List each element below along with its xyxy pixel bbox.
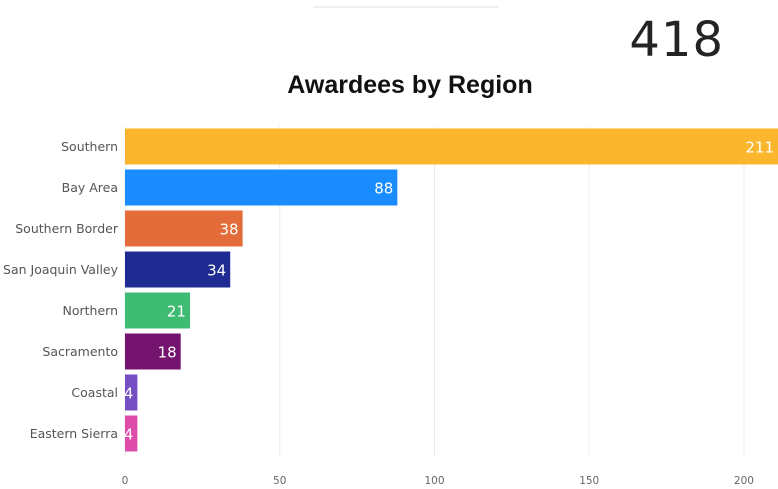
data-label: 34 bbox=[207, 262, 226, 280]
data-label: 211 bbox=[745, 139, 774, 157]
bar-southern[interactable] bbox=[125, 128, 778, 165]
bar-southern-border[interactable] bbox=[125, 210, 243, 247]
data-label: 21 bbox=[167, 303, 186, 321]
category-labels: Southern Bay Area Southern Border San Joaqu… bbox=[3, 139, 119, 441]
category-label: Coastal bbox=[71, 385, 118, 400]
bar-bay-area[interactable] bbox=[125, 169, 398, 206]
category-label: Northern bbox=[63, 303, 119, 318]
bar-eastern-sierra[interactable] bbox=[125, 415, 138, 452]
bars: 211 88 38 34 21 18 4 4 bbox=[124, 128, 778, 452]
kpi-card-value: 418 bbox=[629, 12, 724, 68]
category-label: Sacramento bbox=[42, 344, 118, 359]
data-label: 38 bbox=[220, 221, 239, 239]
bar-san-joaquin-valley[interactable] bbox=[125, 251, 231, 288]
x-tick-label: 50 bbox=[273, 475, 286, 487]
x-tick-label: 200 bbox=[734, 475, 754, 487]
x-axis-ticks: 0 50 100 150 200 bbox=[122, 475, 754, 487]
header-divider bbox=[313, 6, 499, 8]
x-tick-label: 150 bbox=[579, 475, 599, 487]
category-label: Eastern Sierra bbox=[30, 426, 118, 441]
data-label: 4 bbox=[124, 426, 134, 444]
x-tick-label: 0 bbox=[122, 475, 129, 487]
bar-northern[interactable] bbox=[125, 292, 190, 329]
chart-title: Awardees by Region bbox=[287, 71, 533, 99]
category-label: San Joaquin Valley bbox=[3, 262, 119, 277]
x-tick-label: 100 bbox=[424, 475, 444, 487]
data-label: 4 bbox=[124, 385, 134, 403]
data-label: 18 bbox=[158, 344, 177, 362]
bar-coastal[interactable] bbox=[125, 374, 138, 411]
data-label: 88 bbox=[374, 180, 393, 198]
bar-sacramento[interactable] bbox=[125, 333, 181, 370]
category-label: Bay Area bbox=[62, 180, 118, 195]
category-label: Southern Border bbox=[15, 221, 119, 236]
category-label: Southern bbox=[61, 139, 118, 154]
